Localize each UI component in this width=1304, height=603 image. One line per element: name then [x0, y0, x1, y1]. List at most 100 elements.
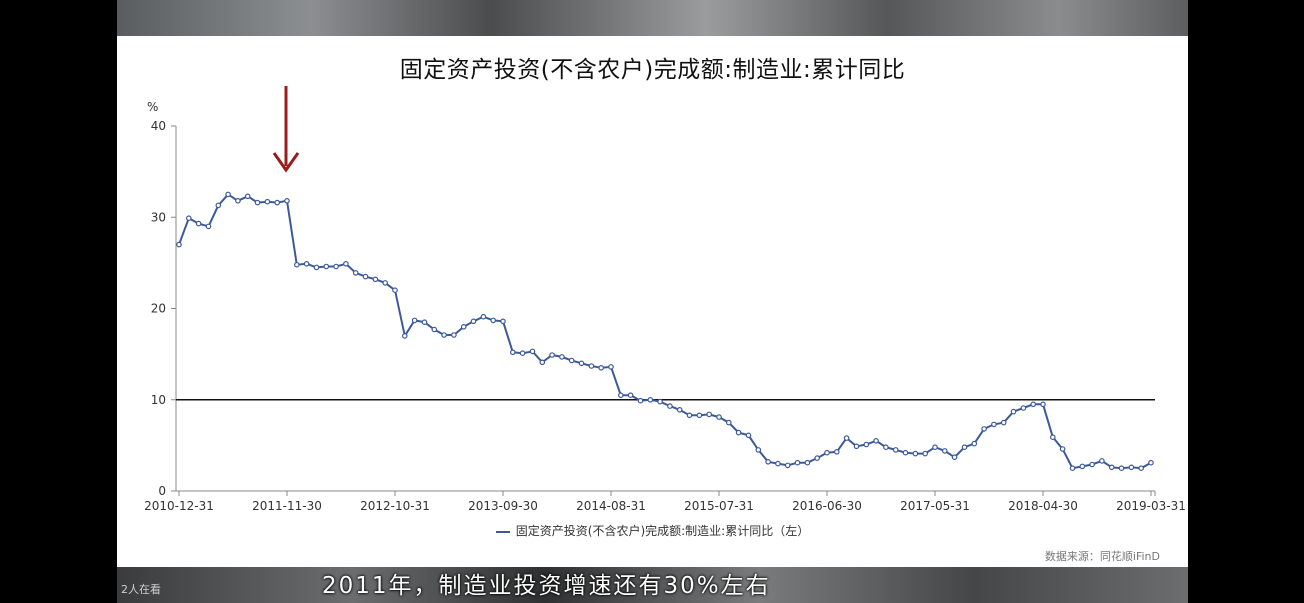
data-point — [382, 280, 389, 286]
red-down-arrow — [272, 86, 300, 173]
data-point — [441, 332, 447, 338]
data-point — [490, 317, 497, 324]
y-tick-label: 40 — [151, 119, 166, 133]
data-point — [745, 432, 752, 439]
data-point — [941, 448, 948, 454]
data-point — [578, 360, 585, 367]
data-point — [932, 444, 938, 451]
x-tick-label: 2017-05-31 — [900, 499, 970, 513]
data-point — [205, 223, 212, 230]
data-point — [775, 460, 781, 467]
data-point — [1010, 408, 1017, 415]
viewer-count: 2人在看 — [121, 583, 161, 596]
data-point — [323, 263, 330, 270]
data-point — [902, 449, 909, 456]
data-point — [215, 202, 222, 209]
data-point — [686, 412, 693, 419]
data-point — [1148, 459, 1154, 466]
data-point — [971, 440, 978, 447]
data-point — [853, 443, 860, 450]
data-point — [313, 264, 320, 271]
series-line — [178, 193, 1152, 470]
data-point — [470, 318, 477, 325]
data-point — [814, 455, 821, 461]
data-point — [176, 241, 182, 248]
data-point — [254, 199, 261, 206]
video-frame-top — [117, 0, 1188, 36]
data-point — [912, 450, 919, 457]
data-point — [951, 454, 958, 461]
data-point — [833, 448, 840, 455]
data-point — [303, 261, 310, 267]
data-point — [706, 411, 713, 418]
data-point — [352, 270, 359, 276]
data-point — [460, 323, 467, 330]
x-tick-label: 2018-04-30 — [1008, 499, 1078, 513]
data-point — [372, 276, 379, 283]
data-point — [1000, 419, 1007, 426]
data-point — [509, 349, 516, 356]
data-point — [411, 317, 418, 324]
data-point — [568, 357, 575, 364]
data-point — [716, 414, 722, 420]
data-point — [195, 220, 202, 227]
data-point — [981, 426, 987, 432]
data-point — [186, 215, 192, 222]
data-point — [1089, 461, 1095, 468]
data-point — [1128, 464, 1135, 471]
data-point — [401, 333, 408, 339]
chart-legend: 固定资产投资(不含农户)完成额:制造业:累计同比（左） — [117, 522, 1188, 539]
chart-title: 固定资产投资(不含农户)完成额:制造业:累计同比 — [399, 57, 906, 83]
data-point — [1030, 401, 1037, 408]
data-point — [529, 348, 536, 355]
data-point — [294, 261, 300, 268]
data-point — [647, 396, 654, 403]
data-point — [549, 352, 555, 358]
data-point — [500, 318, 506, 325]
data-point — [519, 350, 526, 357]
data-point — [883, 444, 889, 451]
data-source: 数据来源：同花顺iFinD — [1044, 550, 1160, 563]
data-point — [755, 447, 762, 453]
data-point — [627, 392, 634, 399]
data-point — [284, 198, 290, 204]
data-point — [804, 459, 811, 466]
data-point — [451, 332, 457, 338]
data-point — [333, 263, 339, 270]
legend-label: 固定资产投资(不含农户)完成额:制造业:累计同比（左） — [515, 524, 810, 538]
data-point — [794, 459, 801, 466]
data-point — [608, 364, 614, 370]
data-point — [1108, 464, 1115, 471]
data-point — [244, 193, 251, 200]
data-point — [421, 319, 428, 326]
video-frame-bottom — [117, 567, 1188, 603]
data-point — [343, 261, 349, 267]
legend-swatch — [495, 530, 510, 533]
x-tick-label: 2010-12-31 — [144, 499, 214, 513]
y-axis-unit: % — [147, 100, 158, 114]
x-tick-label: 2014-08-31 — [576, 499, 646, 513]
data-point — [667, 403, 673, 409]
data-point — [637, 397, 644, 404]
data-point — [1099, 458, 1105, 464]
data-point — [676, 406, 683, 413]
x-tick-label: 2019-03-31 — [1116, 499, 1186, 513]
data-point — [392, 287, 398, 294]
data-point — [431, 326, 438, 333]
data-point — [863, 441, 870, 448]
data-point — [784, 462, 791, 469]
data-point — [991, 421, 997, 428]
data-point — [1049, 434, 1056, 441]
y-tick-label: 20 — [151, 302, 166, 316]
y-tick-label: 10 — [151, 393, 166, 407]
x-tick-label: 2016-06-30 — [792, 499, 862, 513]
x-tick-label: 2012-10-31 — [360, 499, 430, 513]
data-point — [598, 364, 605, 371]
data-point — [225, 191, 231, 198]
data-point — [735, 429, 742, 436]
data-point — [873, 437, 879, 444]
line-chart: % 0 10 20 30 40 2010-12-31 2011-11-30 2012-10-… — [144, 86, 1186, 513]
data-point — [1118, 465, 1125, 472]
data-point — [274, 199, 281, 206]
data-point — [539, 359, 546, 366]
